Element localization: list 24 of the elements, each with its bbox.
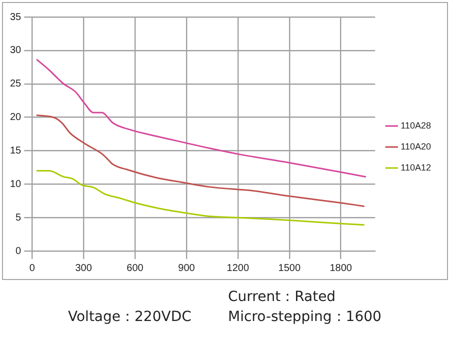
x-tick-label: 0 (29, 262, 36, 274)
y-tick-label: 0 (16, 246, 22, 257)
text: Current：Rated (228, 288, 337, 306)
y-tick-label: 5 (16, 212, 22, 224)
x-tick-label: 1200 (226, 262, 250, 274)
y-tick-label: 30 (10, 45, 22, 56)
text: Micro-stepping：1600 (228, 308, 382, 326)
text: Voltage：220VDC (68, 308, 192, 326)
legend-label: 110A28 (400, 120, 432, 130)
line-series (36, 114, 365, 207)
y-tick-label: 35 (10, 12, 22, 23)
line-series (36, 170, 365, 226)
legend-label: 110A20 (400, 141, 432, 152)
y-tick-label: 20 (10, 112, 22, 124)
y-tick-label: 10 (10, 178, 22, 190)
x-tick-label: 900 (178, 262, 196, 274)
x-tick-label: 1800 (330, 262, 352, 274)
x-tick-label: 300 (75, 262, 92, 274)
line-series (36, 59, 366, 178)
legend-label: 110A12 (400, 162, 432, 172)
x-tick-label: 1500 (278, 262, 301, 274)
y-tick-label: 25 (10, 78, 22, 90)
x-tick-label: 600 (126, 262, 144, 274)
y-tick-label: 15 (10, 145, 22, 156)
